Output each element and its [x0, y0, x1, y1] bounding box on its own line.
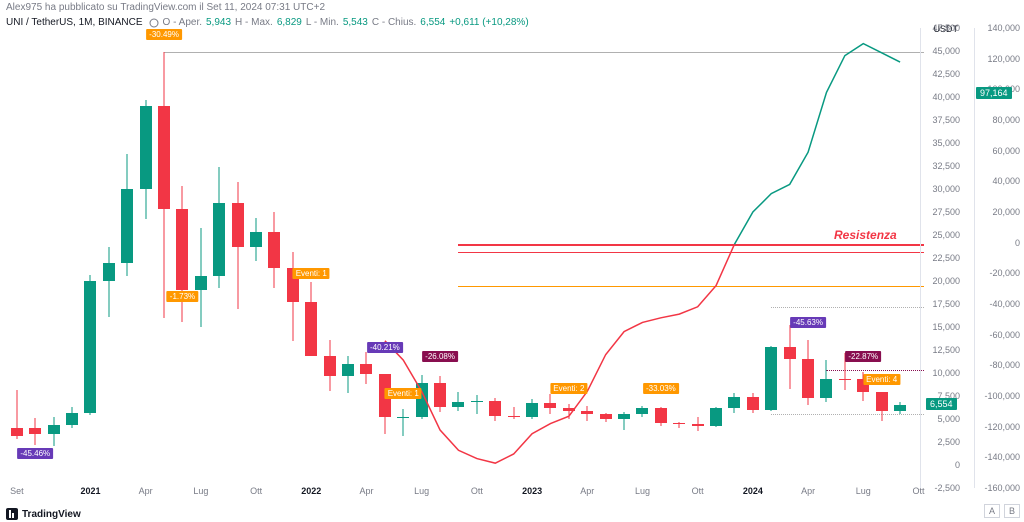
y-tick: 35,000: [932, 138, 960, 148]
y2-tick: -140,000: [984, 452, 1020, 462]
b-button[interactable]: B: [1004, 504, 1020, 518]
y-tick: 30,000: [932, 184, 960, 194]
x-tick: Lug: [856, 486, 871, 496]
x-tick: Apr: [801, 486, 815, 496]
y-tick: 37,500: [932, 115, 960, 125]
x-tick: 2023: [522, 486, 542, 496]
price-tag-right: 97,164: [976, 87, 1012, 99]
y2-tick: -100,000: [984, 391, 1020, 401]
low-label: L - Min.: [306, 17, 339, 28]
price-tag-left: 6,554: [926, 398, 957, 410]
high-label: H - Max.: [235, 17, 273, 28]
y-tick: 10,000: [932, 368, 960, 378]
y2-tick: 0: [1015, 238, 1020, 248]
x-tick: Lug: [635, 486, 650, 496]
y2-tick: -60,000: [989, 330, 1020, 340]
y-tick: 20,000: [932, 276, 960, 286]
y2-tick: 20,000: [992, 207, 1020, 217]
y2-tick: 40,000: [992, 176, 1020, 186]
open-label: O - Aper.: [163, 17, 202, 28]
y-tick: 15,000: [932, 322, 960, 332]
y2-tick: 120,000: [987, 54, 1020, 64]
y2-tick: 140,000: [987, 23, 1020, 33]
x-tick: 2024: [743, 486, 763, 496]
open-value: 5,943: [206, 17, 231, 28]
footer-brand: TradingView: [6, 508, 81, 520]
y-tick: 47,500: [932, 23, 960, 33]
x-tick: Ott: [692, 486, 704, 496]
x-tick: Ott: [912, 486, 924, 496]
close-label: C - Chius.: [372, 17, 416, 28]
x-axis: Set 2021 Apr Lug Ott 2022 Apr Lug Ott 2023 Apr Lug O…: [4, 486, 924, 500]
y-tick: 0: [955, 460, 960, 470]
x-tick: 2021: [80, 486, 100, 496]
event-badge: Eventi: 2: [550, 383, 587, 394]
y-tick: 25,000: [932, 230, 960, 240]
y2-tick: 60,000: [992, 146, 1020, 156]
y-tick: 40,000: [932, 92, 960, 102]
y2-tick: -20,000: [989, 268, 1020, 278]
pct-badge: -45.46%: [17, 448, 53, 459]
pct-badge: -30.49%: [146, 29, 182, 40]
x-tick: Ott: [471, 486, 483, 496]
y-axis-left: USDT 47,50045,00042,50040,00037,50035,00…: [920, 28, 964, 488]
y2-tick: -40,000: [989, 299, 1020, 309]
x-tick: Lug: [193, 486, 208, 496]
publisher-text: Alex975 ha pubblicato su TradingView.com…: [6, 2, 325, 13]
a-button[interactable]: A: [984, 504, 1000, 518]
tradingview-logo-icon: [6, 508, 18, 520]
y-tick: 42,500: [932, 69, 960, 79]
y-tick: 22,500: [932, 253, 960, 263]
curve: [4, 28, 924, 488]
high-value: 6,829: [277, 17, 302, 28]
x-tick: Apr: [139, 486, 153, 496]
x-tick: Set: [10, 486, 24, 496]
y2-tick: -80,000: [989, 360, 1020, 370]
y2-tick: -160,000: [984, 483, 1020, 493]
y-tick: 32,500: [932, 161, 960, 171]
price-chart[interactable]: Resistenza-45.46%-30.49%-1.73%-40.21%-26…: [4, 28, 924, 488]
close-value: 6,554: [420, 17, 445, 28]
ab-buttons: A B: [984, 504, 1020, 518]
low-value: 5,543: [343, 17, 368, 28]
pct-badge: -26.08%: [422, 351, 458, 362]
pct-badge: -22.87%: [845, 351, 881, 362]
symbol-text: UNI / TetherUS, 1M, BINANCE: [6, 17, 143, 28]
brand-text: TradingView: [22, 509, 81, 520]
y-tick: 12,500: [932, 345, 960, 355]
y-tick: 2,500: [937, 437, 960, 447]
x-tick: Apr: [359, 486, 373, 496]
x-tick: Lug: [414, 486, 429, 496]
event-badge: Eventi: 1: [385, 388, 422, 399]
x-tick: 2022: [301, 486, 321, 496]
publish-info: Alex975 ha pubblicato su TradingView.com…: [0, 0, 1024, 15]
y-tick: -2,500: [934, 483, 960, 493]
pct-badge: -45.63%: [790, 317, 826, 328]
y-tick: 45,000: [932, 46, 960, 56]
pct-badge: -1.73%: [167, 291, 198, 302]
pct-badge: -40.21%: [367, 342, 403, 353]
event-badge: Eventi: 4: [863, 374, 900, 385]
x-tick: Ott: [250, 486, 262, 496]
y2-tick: -120,000: [984, 422, 1020, 432]
y2-tick: 80,000: [992, 115, 1020, 125]
y-tick: 17,500: [932, 299, 960, 309]
pct-badge: -33.03%: [643, 383, 679, 394]
y-tick: 27,500: [932, 207, 960, 217]
y-tick: 5,000: [937, 414, 960, 424]
event-badge: Eventi: 1: [293, 268, 330, 279]
change-value: +0,611 (+10,28%): [449, 17, 528, 28]
x-tick: Apr: [580, 486, 594, 496]
